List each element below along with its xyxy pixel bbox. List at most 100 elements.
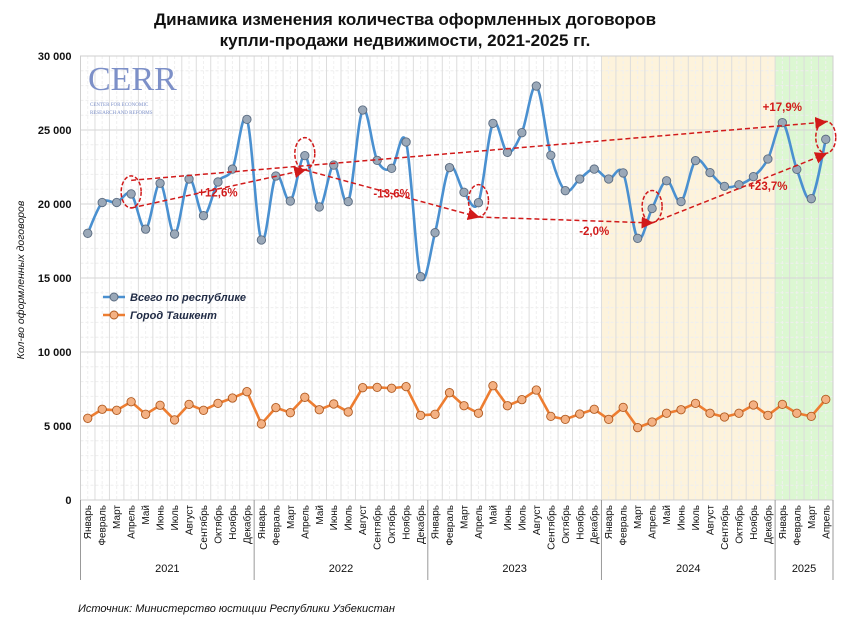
legend: Всего по республике Город Ташкент: [103, 292, 246, 322]
data-point-tashkent: [343, 407, 353, 417]
data-point-tashkent: [97, 404, 107, 414]
data-point-tashkent: [792, 408, 802, 418]
data-point-tashkent: [242, 387, 252, 397]
month-label: Февраль: [271, 505, 282, 546]
month-label: Май: [315, 505, 326, 525]
y-tick-label: 20 000: [38, 199, 72, 211]
legend-marker-tashkent: [109, 310, 119, 320]
data-point-tashkent: [213, 398, 223, 409]
month-label: Октябрь: [733, 505, 745, 544]
data-point-republic: [430, 228, 440, 238]
month-label: Ноябрь: [748, 505, 760, 540]
data-point-republic: [314, 202, 324, 212]
data-point-tashkent: [604, 414, 614, 424]
month-label: Июль: [344, 505, 355, 531]
month-label: Август: [185, 505, 196, 536]
trend-label: +12,6%: [198, 188, 237, 200]
data-point-tashkent: [473, 408, 484, 418]
trend-label: -2,0%: [579, 226, 609, 238]
data-point-tashkent: [647, 417, 657, 427]
data-point-tashkent: [632, 422, 643, 433]
month-label: Август: [358, 505, 369, 536]
trend-label: +23,7%: [748, 181, 787, 193]
data-point-republic: [604, 174, 614, 184]
month-label: Март: [112, 505, 123, 529]
highlight-circle: [294, 136, 316, 171]
month-label: Декабрь: [241, 505, 253, 544]
month-label: Сентябрь: [719, 505, 731, 550]
data-point-tashkent: [748, 400, 759, 410]
data-point-republic: [690, 155, 701, 166]
data-point-republic: [126, 189, 136, 199]
data-point-tashkent: [690, 398, 701, 409]
month-label: Январь: [257, 505, 268, 539]
data-point-republic: [242, 114, 252, 124]
month-label: Июнь: [503, 505, 514, 530]
data-point-republic: [517, 128, 527, 138]
data-point-tashkent: [777, 399, 788, 410]
logo-subtitle-2: RESEARCH AND REFORMS: [90, 111, 153, 116]
series: [83, 81, 831, 433]
highlight-circle: [467, 183, 490, 218]
data-point-tashkent: [112, 405, 122, 415]
month-label: Январь: [604, 505, 615, 539]
y-tick-label: 0: [65, 495, 71, 507]
data-point-tashkent: [126, 397, 136, 407]
data-point-tashkent: [300, 392, 310, 402]
month-label: Март: [807, 505, 818, 529]
data-point-tashkent: [546, 411, 556, 422]
highlight-circle: [815, 120, 837, 155]
data-point-republic: [589, 164, 599, 174]
data-point-republic: [300, 150, 310, 161]
trend-arrow: [304, 169, 480, 221]
y-tick-label: 10 000: [38, 347, 72, 359]
data-point-tashkent: [372, 382, 382, 393]
data-point-tashkent: [401, 381, 411, 392]
data-point-republic: [256, 235, 267, 245]
data-point-republic: [488, 118, 498, 128]
month-label: Апрель: [648, 505, 659, 539]
data-point-tashkent: [806, 411, 816, 422]
month-label: Май: [662, 505, 673, 525]
trend-label: +17,9%: [763, 102, 802, 114]
month-label: Декабрь: [762, 505, 774, 544]
highlight-circle: [641, 189, 663, 224]
data-point-republic: [531, 81, 541, 91]
year-label-2022: 2022: [329, 563, 353, 575]
data-point-republic: [459, 187, 469, 197]
grid: [80, 55, 834, 501]
trend-label: -13,6%: [373, 188, 409, 200]
data-point-tashkent: [734, 408, 744, 418]
data-point-republic: [473, 198, 484, 208]
trend-arrow: [651, 152, 828, 224]
data-point-republic: [83, 228, 93, 238]
data-point-republic: [777, 117, 788, 128]
month-label: Апрель: [821, 505, 832, 539]
legend-marker-republic: [109, 292, 119, 302]
data-point-tashkent: [676, 405, 686, 415]
y-axis-ticks: 0 5 000 10 000 15 000 20 000 25 000 30 000: [38, 51, 72, 507]
trend-arrow: [131, 116, 828, 182]
month-label: Март: [633, 505, 644, 529]
data-point-republic: [112, 197, 122, 208]
data-point-republic: [821, 134, 831, 144]
highlight-circle: [120, 175, 142, 209]
data-point-republic: [719, 181, 730, 192]
series-line-1: [87, 384, 827, 429]
data-point-republic: [140, 224, 151, 234]
data-point-republic: [155, 178, 165, 188]
trend-arrow: [478, 216, 654, 229]
data-point-tashkent: [271, 402, 281, 413]
data-point-republic: [661, 176, 672, 186]
data-point-republic: [705, 167, 715, 178]
data-point-tashkent: [719, 412, 730, 422]
month-label: Ноябрь: [401, 505, 413, 540]
month-label: Май: [488, 505, 499, 525]
data-point-republic: [806, 194, 816, 204]
source-note: Источник: Министерство юстиции Республик…: [78, 603, 395, 615]
month-label: Октябрь: [386, 505, 398, 544]
year-label-2025: 2025: [792, 563, 816, 575]
month-label: Май: [141, 505, 152, 525]
data-point-republic: [386, 163, 397, 173]
data-point-republic: [285, 196, 295, 206]
